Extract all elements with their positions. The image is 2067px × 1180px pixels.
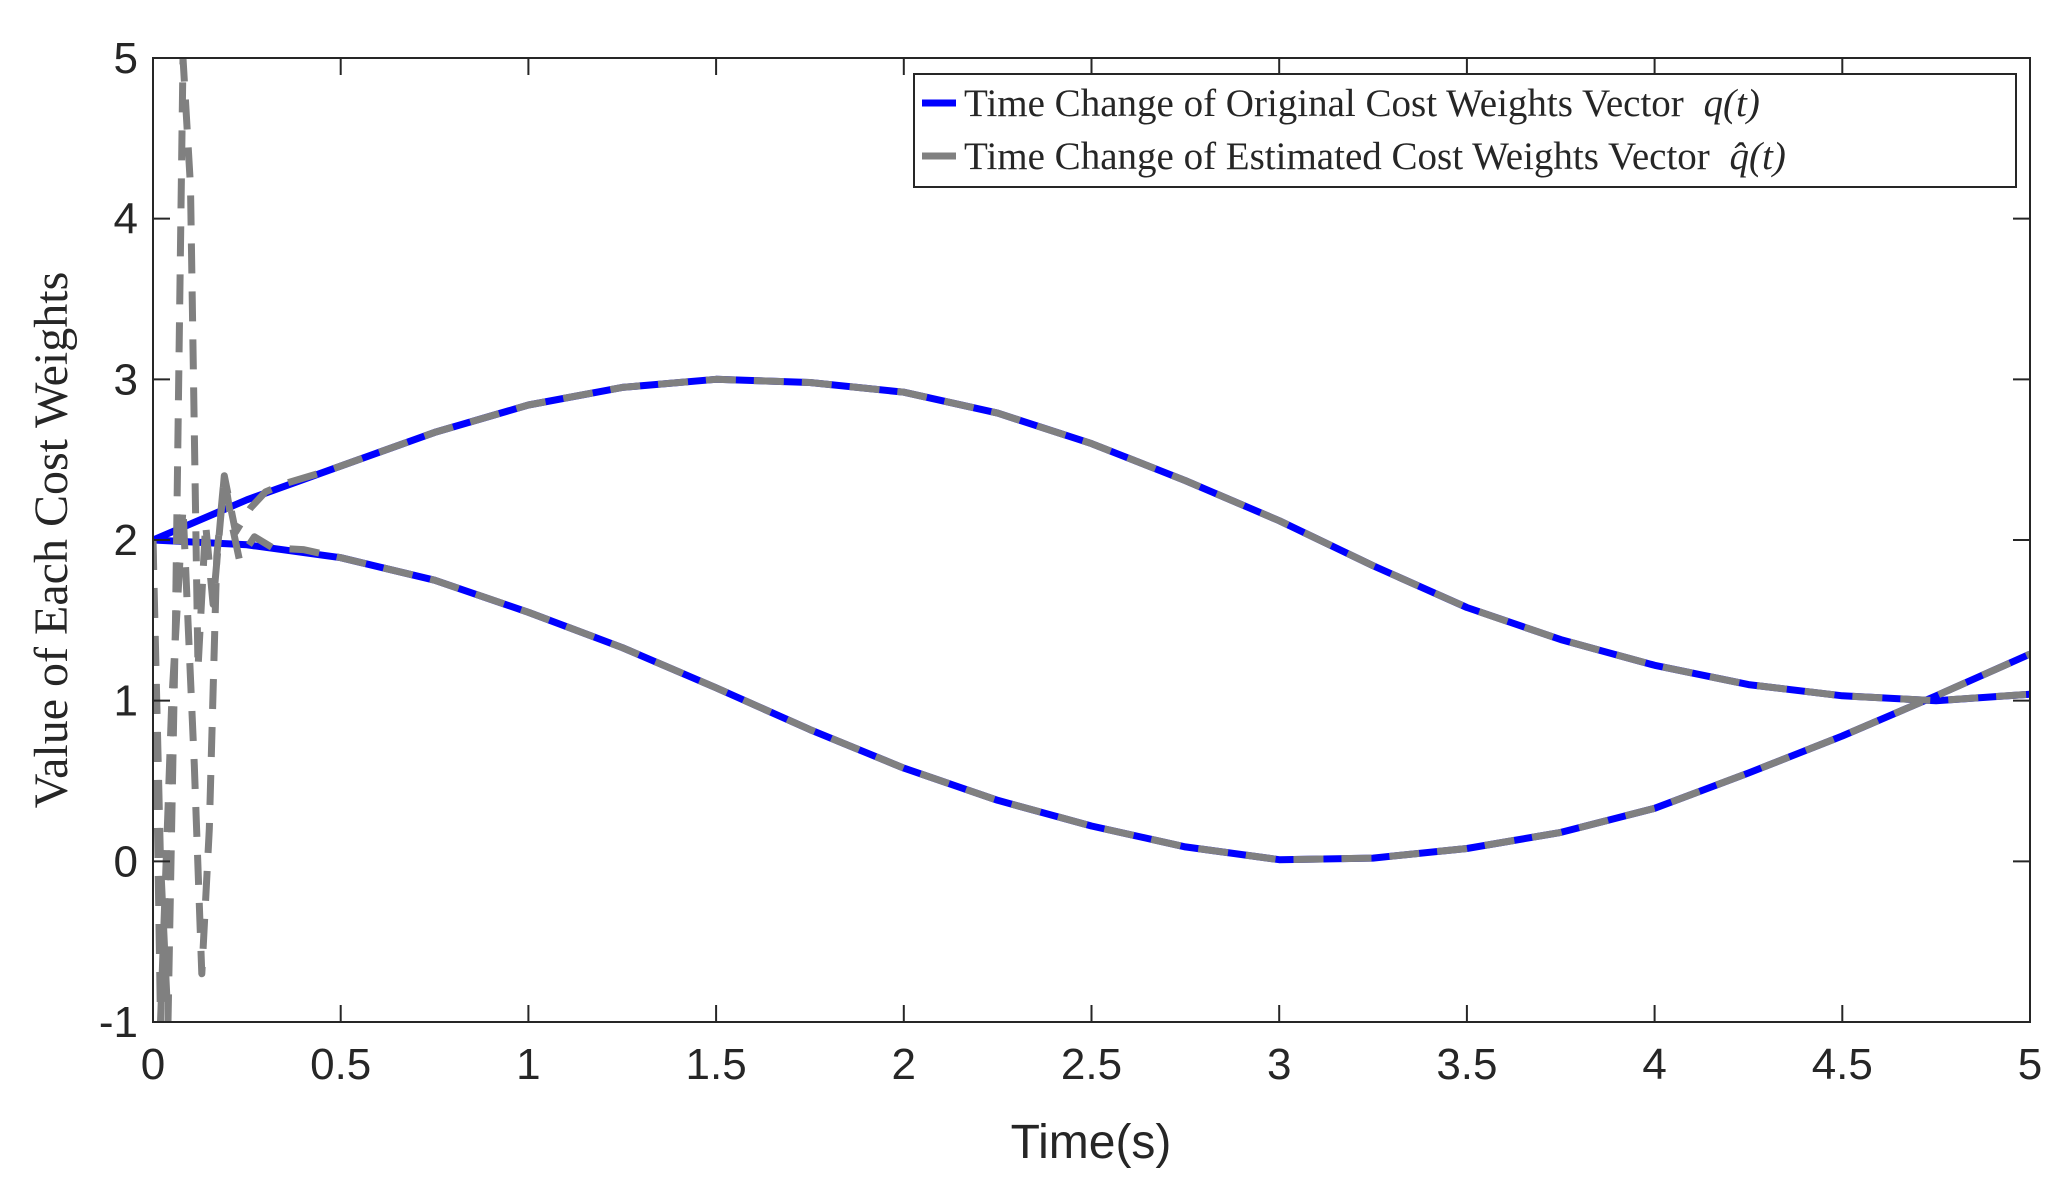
x-tick-label: 2.5 bbox=[1061, 1040, 1122, 1089]
plot-background bbox=[153, 58, 2030, 1022]
x-tick-label: 3 bbox=[1267, 1040, 1291, 1089]
y-tick-label: 1 bbox=[114, 677, 138, 726]
legend-symbol-estimated: q̂(t) bbox=[1730, 135, 1786, 178]
y-tick-label: -1 bbox=[99, 998, 138, 1047]
y-tick-label: 0 bbox=[114, 837, 138, 886]
x-tick-label: 3.5 bbox=[1436, 1040, 1497, 1089]
x-axis-title: Time(s) bbox=[1011, 1116, 1172, 1169]
legend-symbol-original: q(t) bbox=[1704, 82, 1760, 125]
x-tick-label: 4 bbox=[1642, 1040, 1666, 1089]
y-tick-label: 4 bbox=[114, 195, 138, 244]
x-tick-label: 5 bbox=[2018, 1040, 2042, 1089]
legend-text-original: Time Change of Original Cost Weights Vec… bbox=[964, 82, 1684, 125]
y-tick-label: 3 bbox=[114, 355, 138, 404]
x-tick-label: 0 bbox=[141, 1040, 165, 1089]
series-line-estimated bbox=[153, 58, 2030, 1022]
ticks-layer bbox=[152, 57, 2031, 1023]
series-line-estimated bbox=[153, 472, 2030, 1022]
legend-text-estimated: Time Change of Estimated Cost Weights Ve… bbox=[964, 135, 1710, 178]
x-tick-label: 2 bbox=[892, 1040, 916, 1089]
x-tick-label: 0.5 bbox=[310, 1040, 371, 1089]
y-tick-label: 5 bbox=[114, 34, 138, 83]
legend-box bbox=[913, 73, 2017, 188]
x-tick-label: 1.5 bbox=[686, 1040, 747, 1089]
series-layer bbox=[153, 58, 2030, 1022]
legend: Time Change of Original Cost Weights Vec… bbox=[913, 73, 2017, 188]
y-axis-title: Value of Each Cost Weights bbox=[25, 272, 78, 808]
legend-label-original: Time Change of Original Cost Weights Vec… bbox=[964, 82, 1760, 125]
y-tick-label: 2 bbox=[114, 516, 138, 565]
legend-label-estimated: Time Change of Estimated Cost Weights Ve… bbox=[964, 135, 1786, 178]
x-tick-label: 4.5 bbox=[1812, 1040, 1873, 1089]
x-tick-label: 1 bbox=[516, 1040, 540, 1089]
